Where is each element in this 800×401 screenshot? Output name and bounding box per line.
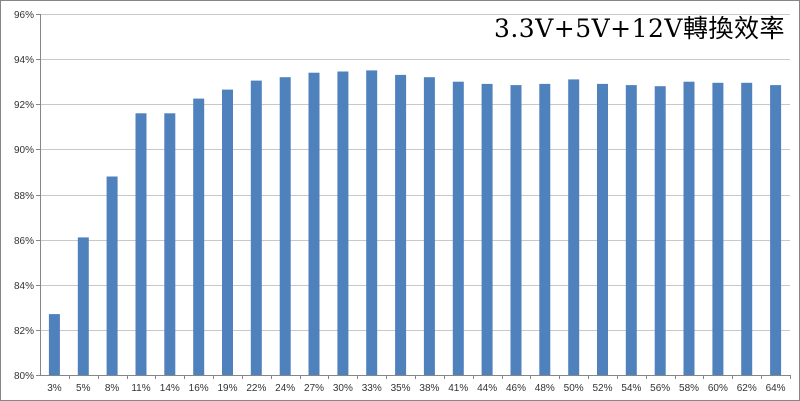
bar [106, 176, 118, 375]
x-tick-label: 27% [304, 383, 324, 394]
x-tick-label: 33% [362, 383, 382, 394]
bar [366, 70, 378, 376]
x-tick-label: 38% [419, 383, 439, 394]
y-tick-label: 86% [14, 236, 34, 247]
y-tick-label: 80% [14, 371, 34, 382]
bar [135, 113, 147, 376]
bar [279, 77, 291, 375]
y-tick-label: 84% [14, 281, 34, 292]
bar [654, 86, 666, 375]
bars [48, 70, 782, 376]
x-tick-label: 58% [679, 383, 699, 394]
chart-title: 3.3V+5V+12V轉換效率 [493, 14, 785, 43]
x-tick-label: 60% [708, 383, 728, 394]
x-tick-label: 50% [564, 383, 584, 394]
bar [683, 81, 695, 375]
bar [597, 83, 608, 376]
gridlines [40, 14, 790, 331]
bar [741, 82, 753, 376]
y-tick-label: 82% [14, 326, 34, 337]
x-tick-label: 30% [333, 383, 353, 394]
x-tick-label: 11% [131, 383, 150, 394]
x-tick-label: 16% [189, 383, 209, 394]
bar [712, 82, 724, 376]
bar [481, 83, 493, 376]
y-tick-label: 94% [14, 55, 34, 66]
x-tick-label: 5% [76, 383, 91, 394]
x-tick-label: 56% [650, 383, 670, 394]
x-tick-label: 3% [47, 383, 62, 394]
x-tick-label: 41% [448, 383, 468, 394]
x-tick-label: 52% [592, 383, 612, 394]
bar [568, 79, 580, 376]
x-tick-label: 62% [737, 383, 757, 394]
x-tick-label: 35% [391, 383, 411, 394]
x-tick-label: 54% [621, 383, 641, 394]
bar [539, 83, 551, 376]
x-tick-label: 46% [506, 383, 526, 394]
axes [36, 14, 791, 379]
x-tick-label: 14% [160, 383, 180, 394]
bar [193, 98, 205, 375]
bar [250, 80, 262, 375]
x-axis-ticks: 3% 5% 8% 11% 14% 16% 19% 22% 24% 27% 30% 33% 35% 38% 4… [47, 383, 785, 394]
bar [308, 72, 320, 375]
bar [337, 71, 349, 375]
bar [48, 314, 60, 375]
x-tick-label: 64% [766, 383, 786, 394]
bar [452, 81, 464, 375]
y-tick-label: 88% [14, 191, 34, 202]
x-tick-label: 48% [535, 383, 555, 394]
y-tick-label: 90% [14, 145, 34, 156]
bar [222, 89, 233, 375]
bar [423, 77, 435, 375]
x-tick-label: 8% [105, 383, 120, 394]
bar [164, 113, 176, 376]
y-axis-ticks: 80% 82% 84% 86% 88% 90% 92% 94% 96% [14, 10, 34, 382]
y-tick-label: 92% [14, 100, 34, 111]
bar [625, 85, 637, 375]
x-tick-label: 19% [217, 383, 237, 394]
y-tick-label: 96% [14, 10, 34, 21]
x-tick-label: 22% [246, 383, 266, 394]
x-tick-label: 24% [275, 383, 295, 394]
x-tick-label: 44% [477, 383, 497, 394]
bar [510, 85, 522, 375]
bar [395, 74, 407, 376]
bar [77, 237, 89, 375]
bar [770, 85, 782, 375]
